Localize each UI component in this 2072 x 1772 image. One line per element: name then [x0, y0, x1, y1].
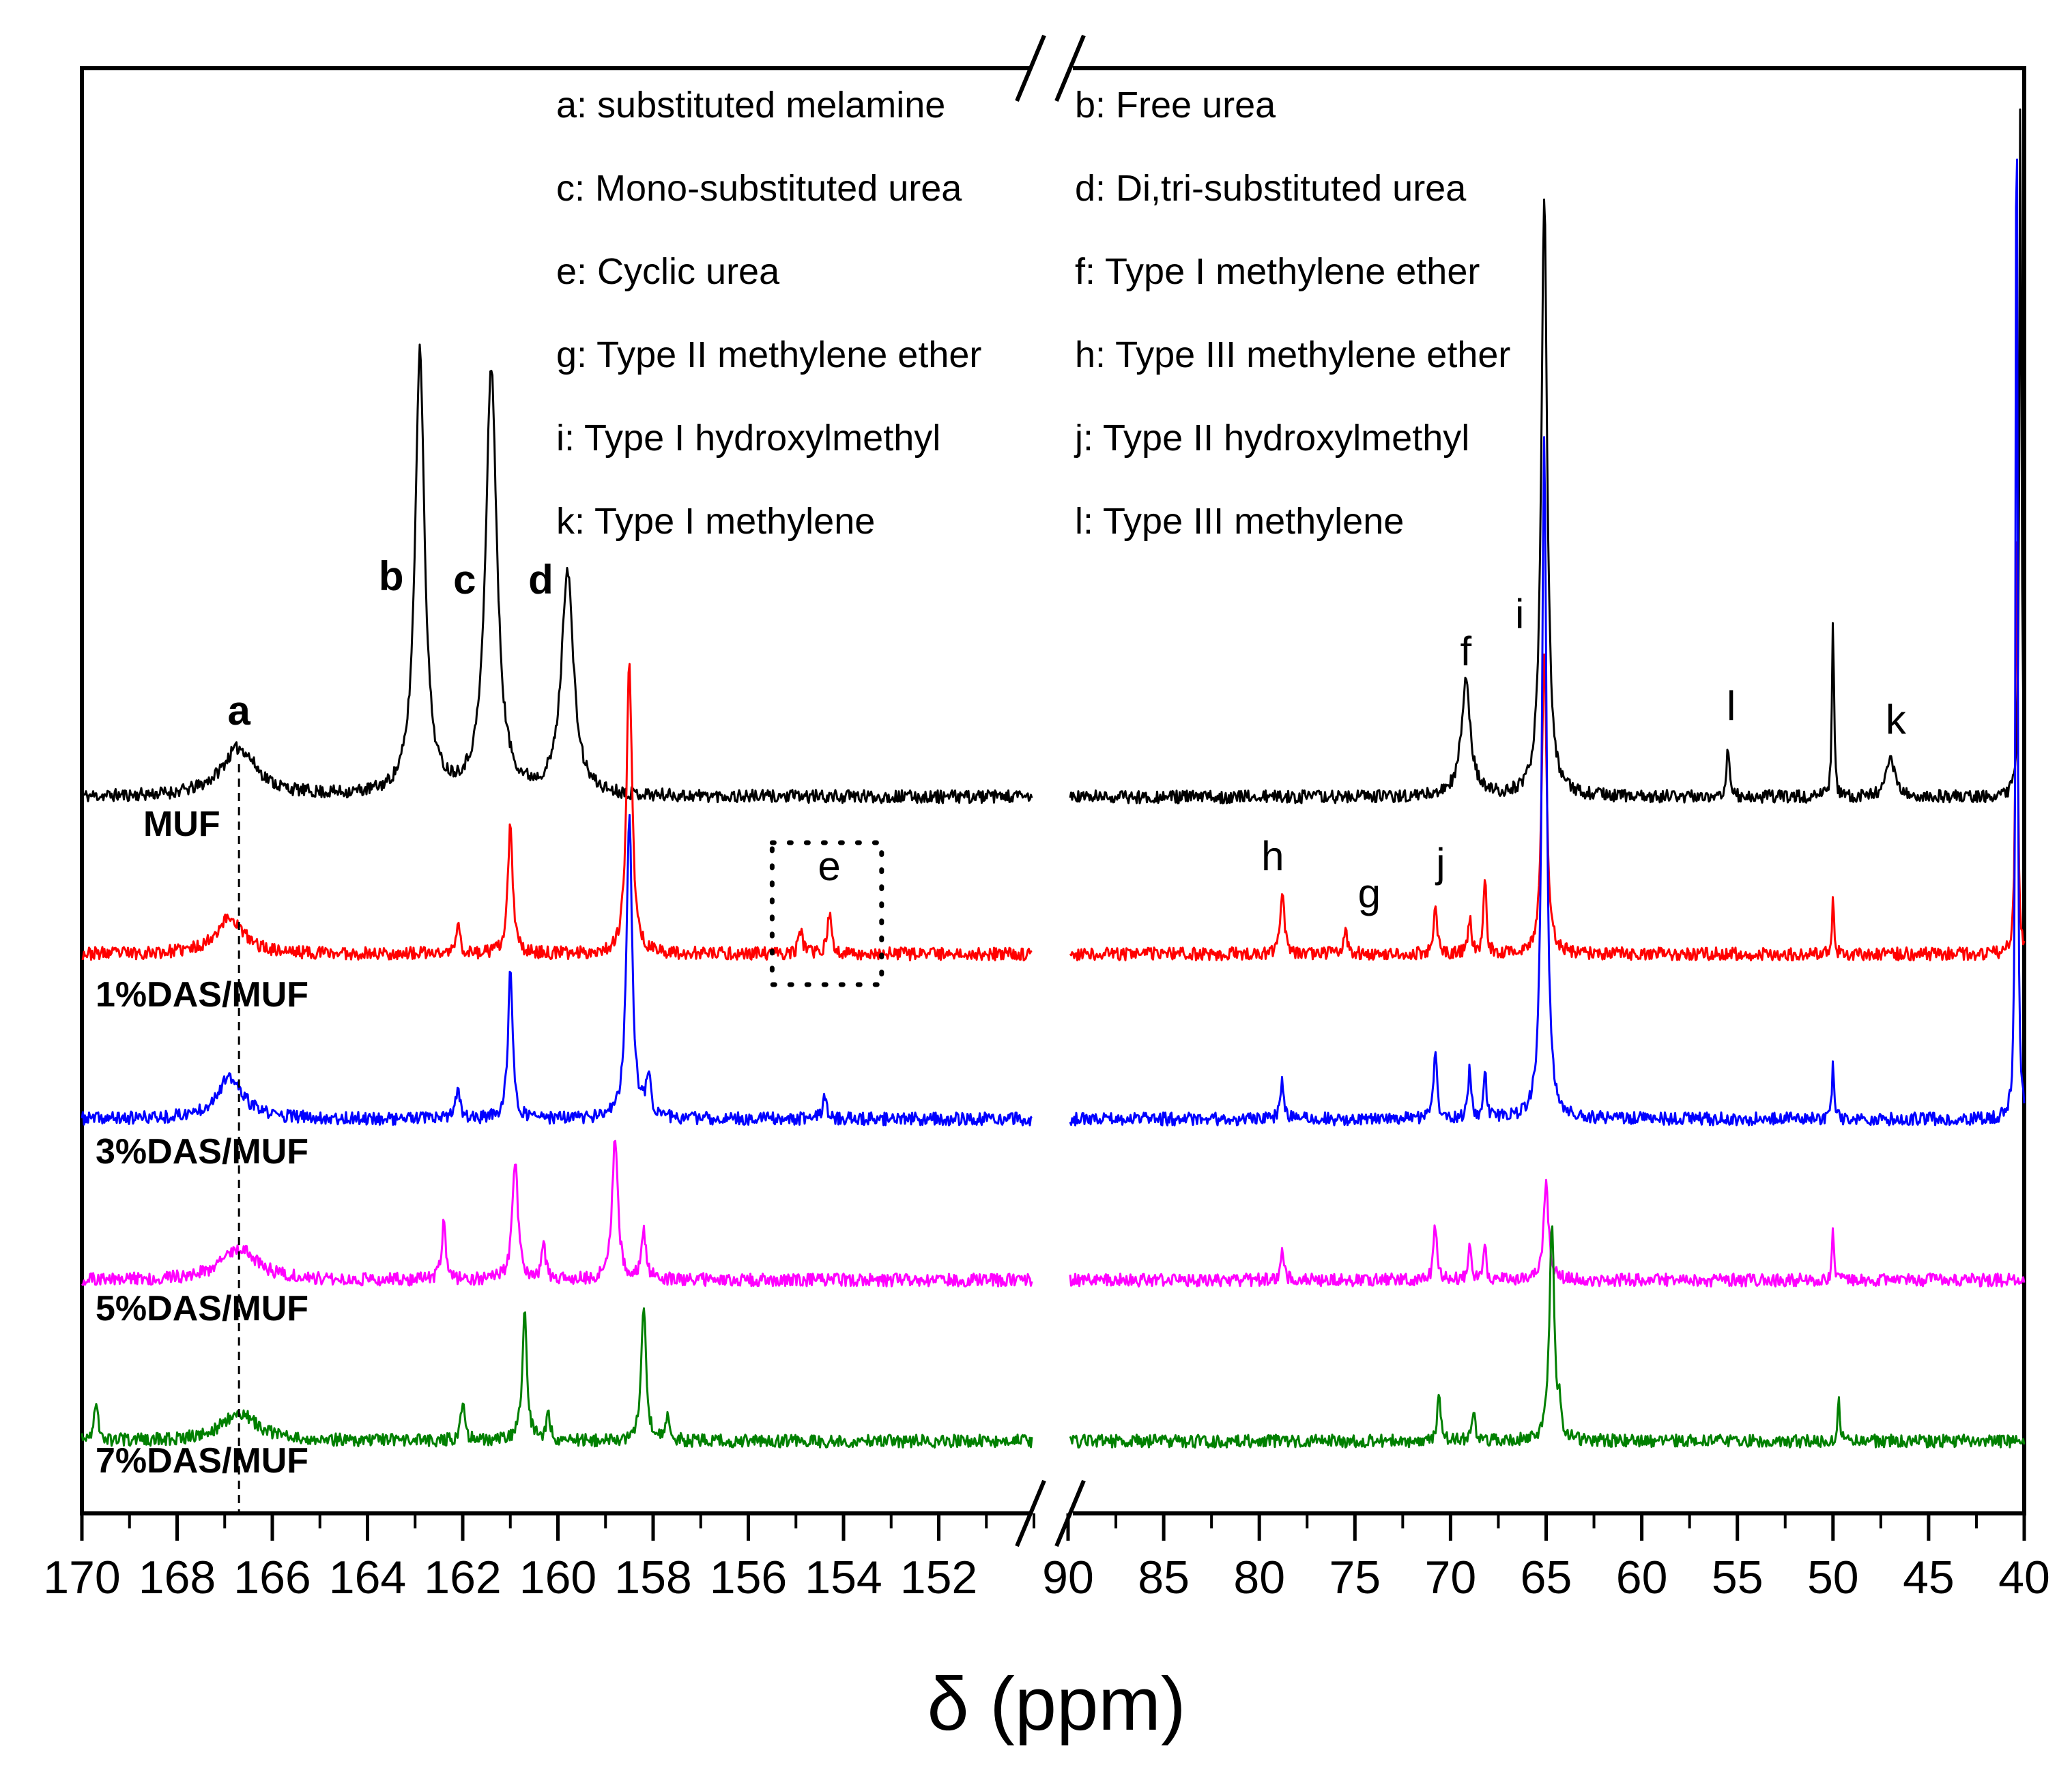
tick-label: 158	[614, 1552, 691, 1603]
tick-label: 60	[1616, 1552, 1668, 1603]
legend-entry: i: Type I hydroxylmethyl	[556, 418, 940, 459]
sample-label: 5%DAS/MUF	[96, 1289, 308, 1328]
peak-label-c: c	[453, 557, 476, 602]
tick-label: 45	[1903, 1552, 1955, 1603]
spectrum-7-das-muf	[81, 1225, 2026, 1449]
trace-segment	[1069, 1178, 2026, 1288]
tick-label: 55	[1712, 1552, 1764, 1603]
peak-label-g: g	[1358, 871, 1381, 916]
peak-label-a: a	[227, 688, 250, 734]
sample-label: 1%DAS/MUF	[96, 975, 308, 1015]
peak-label-d: d	[528, 557, 553, 602]
tick-label: 70	[1425, 1552, 1477, 1603]
tick-label: 156	[710, 1552, 787, 1603]
spectrum-3-das-muf	[81, 158, 2026, 1127]
break-slash	[1015, 34, 1046, 102]
tick-label: 85	[1138, 1552, 1190, 1603]
spectrum-traces	[81, 108, 2026, 1449]
trace-segment	[1069, 1225, 2026, 1449]
tick-label: 164	[329, 1552, 406, 1603]
tick-label: 170	[43, 1552, 120, 1603]
peak-label-h: h	[1261, 833, 1284, 879]
peak-label-e: e	[818, 843, 840, 889]
axis-break-marks	[1015, 34, 1086, 1548]
legend-entry: f: Type I methylene ether	[1075, 251, 1480, 292]
tick-label: 50	[1807, 1552, 1859, 1603]
peak-label-l: l	[1727, 683, 1736, 729]
peak-label-f: f	[1460, 628, 1471, 674]
axis-gap	[1029, 63, 1073, 74]
tick-label: 160	[519, 1552, 596, 1603]
tick-label: 40	[1998, 1552, 2050, 1603]
tick-label: 168	[139, 1552, 216, 1603]
x-axis-ticks	[80, 1513, 2026, 1541]
sample-label: 3%DAS/MUF	[96, 1132, 308, 1172]
trace-segment	[81, 663, 1033, 961]
tick-label: 154	[805, 1552, 882, 1603]
tick-label: 65	[1521, 1552, 1572, 1603]
peak-labels: a b c d e f g h i j k l	[227, 553, 1906, 916]
trace-segment	[1069, 158, 2026, 1127]
legend-entry: e: Cyclic urea	[556, 251, 780, 292]
axis-gap	[1029, 1508, 1073, 1519]
legend-entry: l: Type III methylene	[1075, 501, 1404, 542]
trace-segment	[81, 1307, 1033, 1449]
sample-label: MUF	[143, 804, 220, 844]
trace-segment	[81, 1139, 1033, 1288]
break-slash	[1054, 34, 1086, 102]
tick-label: 80	[1233, 1552, 1285, 1603]
tick-label: 75	[1329, 1552, 1381, 1603]
x-axis-tick-labels: 170 168 166 164 162 160 158 156 154 152 90 85 80 75 70…	[43, 1552, 2050, 1603]
tick-label: 162	[424, 1552, 501, 1603]
break-slash	[1054, 1479, 1086, 1548]
tick-label: 152	[900, 1552, 977, 1603]
legend-entry: g: Type II methylene ether	[556, 334, 981, 375]
legend-entry: b: Free urea	[1075, 85, 1276, 126]
peak-label-k: k	[1886, 697, 1907, 742]
spectrum-5-das-muf	[81, 1139, 2026, 1288]
legend-entry: h: Type III methylene ether	[1075, 334, 1510, 375]
legend-entry: j: Type II hydroxylmethyl	[1074, 418, 1469, 459]
legend-entry: c: Mono-substituted urea	[556, 168, 962, 209]
cyclic-urea-highlight-box	[769, 840, 884, 987]
sample-labels: MUF 1%DAS/MUF 3%DAS/MUF 5%DAS/MUF 7%DAS/MUF	[96, 804, 308, 1481]
peak-label-b: b	[379, 553, 404, 599]
spectrum-muf	[81, 108, 2026, 804]
trace-segment	[81, 813, 1033, 1127]
trace-segment	[1069, 108, 2026, 804]
trace-segment	[81, 343, 1033, 804]
spectrum-1-das-muf	[81, 541, 2026, 961]
legend-entry: k: Type I methylene	[556, 501, 875, 542]
tick-label: 90	[1042, 1552, 1094, 1603]
tick-label: 166	[233, 1552, 311, 1603]
break-slash	[1015, 1479, 1046, 1548]
legend-entry: a: substituted melamine	[556, 85, 945, 126]
legend-entry: d: Di,tri-substituted urea	[1075, 168, 1467, 209]
peak-assignment-legend: a: substituted melamine b: Free urea c: Mo…	[556, 85, 1510, 542]
sample-label: 7%DAS/MUF	[96, 1441, 308, 1481]
peak-label-i: i	[1515, 591, 1524, 637]
peak-label-j: j	[1435, 840, 1445, 886]
x-axis-title: δ (ppm)	[927, 1662, 1185, 1746]
